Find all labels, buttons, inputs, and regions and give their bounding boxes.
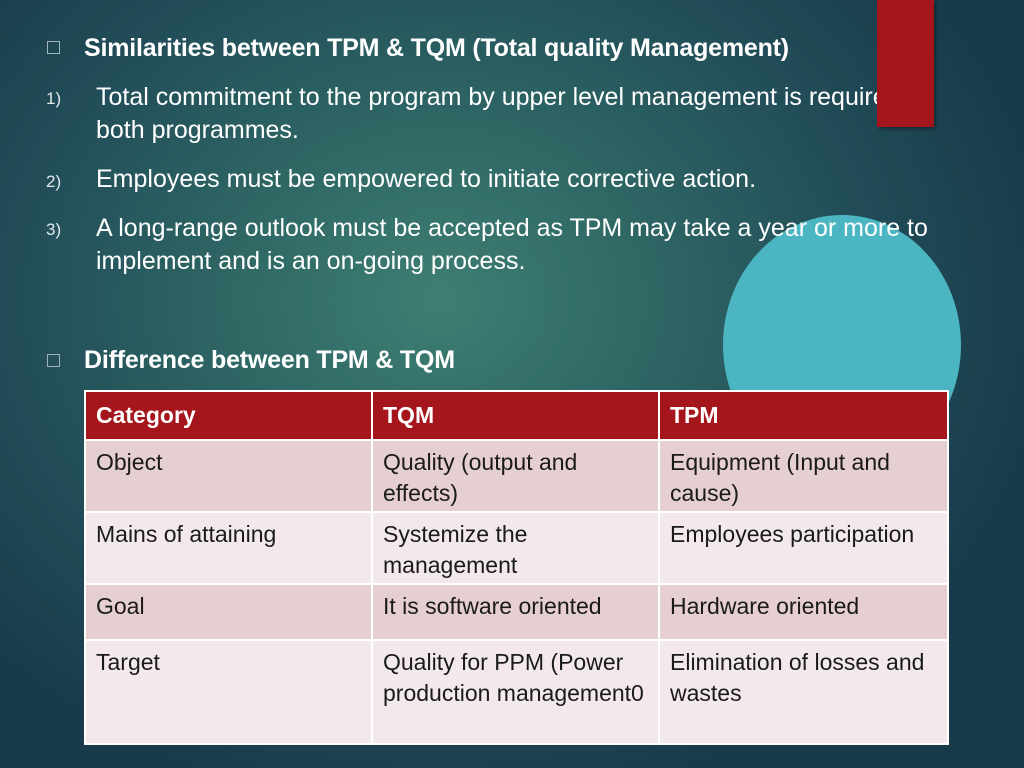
table-row: Mains of attaining Systemize the managem…	[84, 511, 949, 585]
bullet-square-icon	[47, 354, 60, 367]
table-cell: Hardware oriented	[658, 583, 949, 641]
table-cell: Quality (output and effects)	[371, 439, 660, 513]
table-header-row: Category TQM TPM	[84, 390, 949, 441]
table-cell: It is software oriented	[371, 583, 660, 641]
table-row: Object Quality (output and effects) Equi…	[84, 439, 949, 513]
column-header-category: Category	[84, 390, 373, 441]
list-number: 2)	[46, 172, 62, 191]
column-header-tpm: TPM	[658, 390, 949, 441]
list-number: 1)	[46, 89, 62, 108]
decorative-red-tab	[877, 0, 934, 127]
column-header-tqm: TQM	[371, 390, 660, 441]
similarity-item: Employees must be empowered to initiate …	[96, 165, 757, 193]
difference-heading: Difference between TPM & TQM	[84, 346, 455, 374]
table-cell: Employees participation	[658, 511, 949, 585]
table-row: Target Quality for PPM (Power production…	[84, 639, 949, 745]
table-cell: Goal	[84, 583, 373, 641]
table-cell: Equipment (Input and cause)	[658, 439, 949, 513]
bullet-square-icon	[47, 41, 60, 54]
table-cell: Quality for PPM (Power production manage…	[371, 639, 660, 745]
table-cell: Object	[84, 439, 373, 513]
table-cell: Systemize the management	[371, 511, 660, 585]
similarity-item: Total commitment to the program by upper…	[96, 83, 927, 144]
table-cell: Mains of attaining	[84, 511, 373, 585]
similarities-heading: Similarities between TPM & TQM (Total qu…	[84, 34, 789, 62]
table-row: Goal It is software oriented Hardware or…	[84, 583, 949, 641]
similarity-item: A long-range outlook must be accepted as…	[96, 214, 928, 275]
difference-table: Category TQM TPM Object Quality (output …	[84, 390, 949, 745]
table-cell: Elimination of losses and wastes	[658, 639, 949, 745]
list-number: 3)	[46, 220, 62, 239]
table-cell: Target	[84, 639, 373, 745]
